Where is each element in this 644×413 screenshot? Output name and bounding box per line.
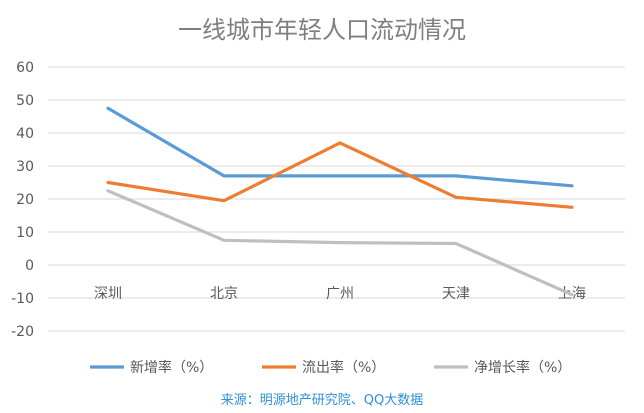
- x-tick-label: 深圳: [94, 286, 122, 302]
- series-line-0: [106, 106, 574, 188]
- x-tick-label: 北京: [210, 286, 238, 302]
- legend-label: 净增长率（%）: [474, 359, 571, 376]
- legend-item-0: 新增率（%）: [90, 359, 213, 376]
- y-tick-label: 10: [16, 225, 34, 241]
- source-note: 来源：明源地产研究院、QQ大数据: [221, 393, 423, 408]
- series-line-1: [106, 141, 574, 209]
- legend: 新增率（%） 流出率（%） 净增长率（%）: [90, 359, 571, 376]
- y-axis-ticks: 60 50 40 30 20 10 0 -10 -20: [11, 60, 34, 340]
- y-tick-label: 50: [16, 93, 34, 109]
- y-tick-label: 20: [16, 192, 34, 208]
- y-tick-label: -20: [11, 324, 34, 340]
- y-tick-label: 60: [16, 60, 34, 76]
- legend-item-1: 流出率（%）: [262, 359, 385, 376]
- series-line-2: [106, 189, 574, 297]
- legend-label: 流出率（%）: [302, 359, 385, 376]
- chart-title: 一线城市年轻人口流动情况: [178, 16, 466, 44]
- y-tick-label: -10: [11, 291, 34, 307]
- x-axis-ticks: 深圳 北京 广州 天津 上海: [94, 286, 586, 302]
- y-tick-label: 0: [25, 258, 34, 274]
- x-tick-label: 天津: [442, 286, 470, 302]
- x-tick-label: 广州: [326, 286, 354, 302]
- legend-item-2: 净增长率（%）: [434, 359, 571, 376]
- y-tick-label: 40: [16, 126, 34, 142]
- legend-label: 新增率（%）: [130, 359, 213, 376]
- series-lines: [106, 106, 574, 297]
- y-tick-label: 30: [16, 159, 34, 175]
- grid-lines: [48, 66, 625, 332]
